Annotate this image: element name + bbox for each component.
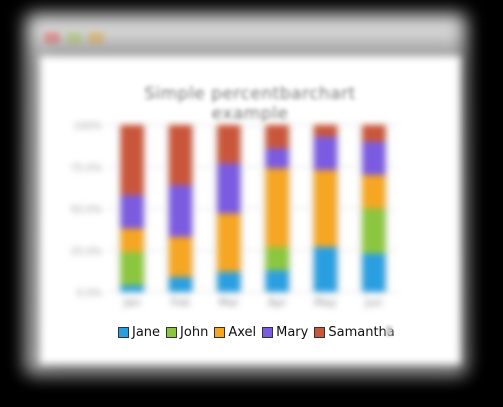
bar-segment-axel-jan[interactable] (120, 228, 144, 252)
legend-label: John (180, 324, 209, 340)
bar-segment-axel-jun[interactable] (362, 175, 386, 209)
bar-segment-samantha-jun[interactable] (362, 125, 386, 142)
bar-segment-mary-mar[interactable] (217, 163, 241, 214)
bar-segment-mary-may[interactable] (313, 136, 338, 171)
x-tick-label: Jun (364, 296, 382, 309)
tab-2-icon[interactable] (66, 32, 82, 44)
bar-segment-mary-apr[interactable] (265, 148, 289, 169)
bar-segment-jane-jan[interactable] (120, 285, 144, 292)
bar-segment-john-apr[interactable] (265, 246, 289, 271)
legend-swatch (314, 326, 326, 338)
y-tick-label: 100% (73, 121, 102, 132)
bar-segment-john-jun[interactable] (362, 208, 386, 254)
x-tick-label: Jan (123, 296, 141, 309)
x-tick-label: Feb (171, 296, 190, 309)
bar-segment-axel-apr[interactable] (265, 168, 289, 247)
window-tabs (44, 28, 114, 48)
tab-3-icon[interactable] (88, 32, 104, 44)
x-tick-label: Mar (218, 296, 239, 309)
bar-segment-jane-feb[interactable] (168, 276, 193, 292)
bar-segment-jane-jun[interactable] (362, 253, 386, 292)
y-tick-label: 25.0% (70, 246, 102, 257)
grid-lines (108, 124, 398, 293)
bar-segment-jane-apr[interactable] (265, 270, 289, 292)
legend-overflow-mark (386, 326, 392, 336)
legend-swatch (118, 326, 129, 338)
legend-label: Axel (228, 324, 257, 340)
y-tick-label: 50.0% (70, 205, 102, 216)
chart-legend: Jane John Axel Mary Samantha (118, 322, 395, 342)
bar-segment-samantha-mar[interactable] (217, 125, 241, 164)
bar-segment-jane-may[interactable] (313, 246, 338, 292)
bar-segment-mary-jun[interactable] (362, 141, 386, 176)
legend-item-jane[interactable]: Jane (118, 325, 160, 340)
bar-segment-jane-mar[interactable] (217, 271, 241, 292)
legend-swatch (166, 326, 178, 338)
y-tick-label: 75.0% (70, 163, 102, 174)
legend-item-samantha[interactable]: Samantha (314, 324, 395, 340)
tab-1-icon[interactable] (44, 32, 60, 44)
bar-segment-samantha-may[interactable] (313, 125, 338, 137)
bar-segment-mary-feb[interactable] (168, 185, 193, 237)
bar-segment-samantha-apr[interactable] (265, 125, 289, 149)
bars (116, 123, 390, 294)
legend-item-john[interactable]: John (166, 325, 208, 340)
legend-item-mary[interactable]: Mary (262, 325, 308, 340)
bar-segment-john-jan[interactable] (120, 251, 144, 286)
x-tick-label: May (314, 296, 337, 309)
legend-swatch (214, 326, 226, 338)
bar-segment-samantha-feb[interactable] (168, 125, 193, 186)
page (40, 56, 460, 364)
legend-label: Jane (132, 324, 161, 340)
y-tick-label: 0.0% (77, 288, 102, 299)
bar-segment-axel-mar[interactable] (217, 213, 241, 272)
bar-segment-samantha-jan[interactable] (120, 125, 144, 196)
legend-item-axel[interactable]: Axel (214, 325, 256, 340)
y-tick-labels: 0.0% 25.0% 50.0% 75.0% 100% (70, 121, 102, 299)
bar-segment-axel-may[interactable] (313, 170, 338, 247)
bar-segment-mary-jan[interactable] (120, 195, 144, 229)
legend-label: Mary (276, 324, 309, 340)
legend-swatch (262, 326, 274, 338)
x-tick-labels: Jan Feb Mar Apr May Jun (123, 296, 383, 309)
chart-title: Simple percentbarchart example (144, 84, 356, 124)
legend-label: Samantha (328, 324, 395, 340)
bar-segment-axel-feb[interactable] (168, 236, 193, 277)
x-tick-label: Apr (268, 296, 288, 309)
